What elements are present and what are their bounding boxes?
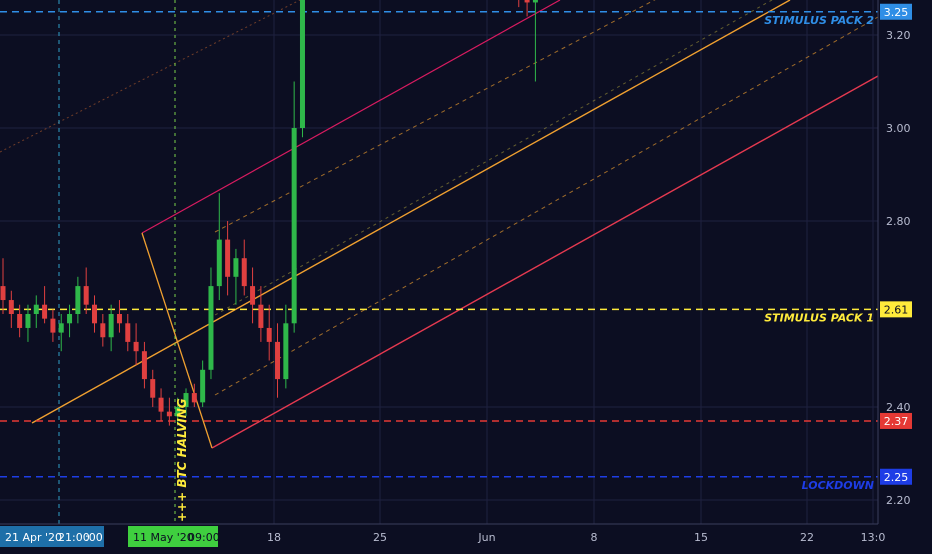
candle-body-23 [191, 393, 197, 403]
time-tick-2: Jun [477, 531, 495, 544]
candle-body-14 [116, 314, 122, 324]
dashed-inner-2 [214, 16, 879, 396]
price-tick-6: 2.80 [886, 215, 911, 228]
highlighted-date-may-11: 11 May '20 09:00 [128, 526, 220, 547]
level-badge-text-6: 2.25 [884, 471, 909, 484]
date-label-may: 11 May '20 [133, 531, 194, 544]
time-tick-6: 13:0 [861, 531, 886, 544]
date-badge-may [128, 526, 218, 547]
level-badge-6 [880, 468, 912, 485]
price-tick-4: 3.20 [886, 29, 911, 42]
candle-body-1 [8, 300, 14, 314]
time-label-may: 09:00 [188, 531, 220, 544]
candle-body-3 [25, 314, 31, 328]
date-label-apr: 21 Apr '20 [5, 531, 62, 544]
candle-body-27 [225, 239, 231, 277]
candle-body-2 [17, 314, 23, 328]
level-badge-5 [880, 412, 912, 429]
candle-body-16 [133, 341, 139, 352]
candle-body-13 [108, 314, 114, 338]
chart-background [0, 0, 878, 524]
level-badge-text-3: 3.25 [884, 6, 909, 19]
price-badges: 4.163.693.413.252.612.372.25 [880, 3, 912, 485]
candle-body-19 [158, 397, 164, 412]
price-tick-8: 2.20 [886, 494, 911, 507]
candle-body-8 [67, 314, 73, 324]
candle-body-24 [200, 369, 206, 403]
level-label-4: STIMULUS PACK 1 [764, 311, 874, 324]
horizontal-levels[interactable]: ALL TIME HIGHLast highSTIMULUS PACK 2STI… [0, 0, 878, 492]
level-badge-text-4: 2.61 [884, 303, 909, 316]
time-tick-0: 18 [267, 531, 281, 544]
pitchfork-drawing[interactable] [0, 0, 879, 449]
level-badge-4 [880, 301, 912, 318]
time-label-apr: 21:00 [58, 531, 90, 544]
channel-lower-red [211, 75, 879, 449]
halving-annotation: +++ BTC HALVING [175, 398, 189, 522]
candle-body-5 [42, 304, 48, 319]
grid [0, 0, 878, 524]
level-label-6: LOCKDOWN [802, 479, 874, 492]
price-tick-7: 2.40 [886, 401, 911, 414]
candle-body-32 [266, 327, 272, 342]
candle-body-33 [275, 341, 281, 380]
channel-median-orange [31, 0, 791, 424]
candle-body-31 [258, 304, 264, 328]
candle-body-64 [532, 0, 538, 3]
dashed-outer-far [0, 0, 301, 153]
candle-body-17 [141, 351, 147, 380]
dashed-inner-3 [214, 0, 773, 316]
time-tick-1: 25 [373, 531, 387, 544]
channel-upper-pink [141, 0, 561, 234]
candle-body-21 [175, 407, 181, 417]
candles [0, 0, 538, 426]
candle-body-6 [50, 318, 56, 333]
candle-body-9 [75, 286, 81, 314]
candle-body-63 [524, 0, 530, 3]
candle-body-28 [233, 258, 239, 277]
time-tick-5: 22 [800, 531, 814, 544]
candle-body-15 [125, 323, 131, 342]
candle-body-36 [299, 0, 305, 129]
candle-body-34 [283, 323, 289, 380]
price-axis-labels: 4.204.003.803.603.203.002.802.402.20 [886, 29, 911, 507]
candle-body-4 [33, 304, 39, 314]
level-badge-3 [880, 3, 912, 20]
candle-body-7 [58, 323, 64, 333]
level-label-3: STIMULUS PACK 2 [764, 14, 874, 27]
time-axis-labels: 18 25 Jun 8 15 22 13:0 [267, 531, 885, 544]
candle-body-22 [183, 393, 189, 407]
time-label-apr-2: :00 [85, 531, 103, 544]
date-badge-apr [0, 526, 104, 547]
candle-body-25 [208, 286, 214, 370]
candle-body-0 [0, 286, 6, 301]
candle-body-30 [250, 286, 256, 305]
candle-body-10 [83, 286, 89, 305]
level-badge-text-5: 2.37 [884, 415, 909, 428]
candle-body-26 [216, 239, 222, 287]
candle-body-29 [241, 258, 247, 287]
candle-body-18 [150, 379, 156, 398]
candle-body-12 [100, 323, 106, 338]
pitchfork-handle-a [141, 232, 213, 449]
candle-body-20 [166, 411, 172, 417]
price-tick-5: 3.00 [886, 122, 911, 135]
price-axis[interactable] [878, 0, 932, 524]
candle-body-35 [291, 128, 297, 324]
highlighted-date-apr-21: 21 Apr '20 21:00 :00 [0, 526, 104, 547]
time-tick-4: 15 [694, 531, 708, 544]
candle-body-11 [92, 304, 98, 324]
time-tick-3: 8 [591, 531, 598, 544]
